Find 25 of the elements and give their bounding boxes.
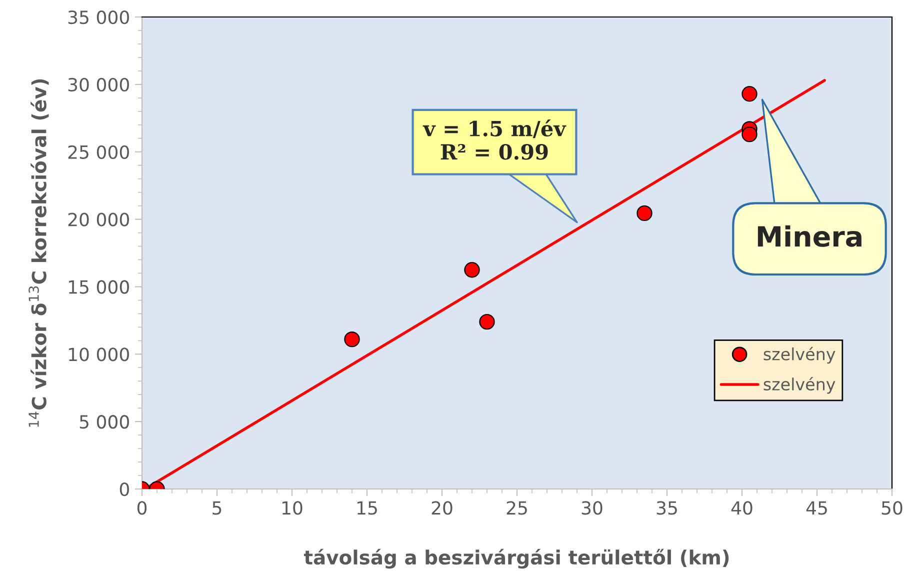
x-tick-label: 40 xyxy=(731,501,752,515)
y-tick-label: 25 000 xyxy=(68,145,129,159)
annotation: v = 1.5 m/év R² = 0.99 xyxy=(422,120,566,160)
legend-label: szelvény xyxy=(764,346,836,364)
x-tick-label: 45 xyxy=(806,501,827,515)
x-tick-label: 15 xyxy=(357,501,377,515)
x-tick-label: 25 xyxy=(506,501,527,515)
y-tick-label: 20 000 xyxy=(68,212,129,226)
y-tick-label: 5 000 xyxy=(80,415,129,429)
x-tick-label: 30 xyxy=(582,501,602,515)
y-axis-title: $^{14}$C vízkor δ$^{13}$C korrekcióval (év) xyxy=(28,79,49,427)
x-tick-label: 0 xyxy=(137,501,147,515)
x-axis-title: távolság a beszivárgási területtől (km) xyxy=(304,548,729,569)
x-tick-label: 10 xyxy=(282,501,302,515)
y-tick-label: 30 000 xyxy=(68,78,129,92)
x-tick-label: 50 xyxy=(882,501,902,515)
y-tick-label: 15 000 xyxy=(69,280,129,294)
y-tick-label: 10 000 xyxy=(69,348,129,362)
legend-label: szelvény xyxy=(764,376,836,394)
y-tick-label: 0 xyxy=(120,482,129,496)
x-tick-label: 35 xyxy=(656,501,677,515)
y-tick-label: 35 000 xyxy=(68,10,129,24)
annotation: Minera xyxy=(758,225,862,247)
x-tick-label: 20 xyxy=(432,501,452,515)
x-tick-label: 5 xyxy=(212,501,222,515)
